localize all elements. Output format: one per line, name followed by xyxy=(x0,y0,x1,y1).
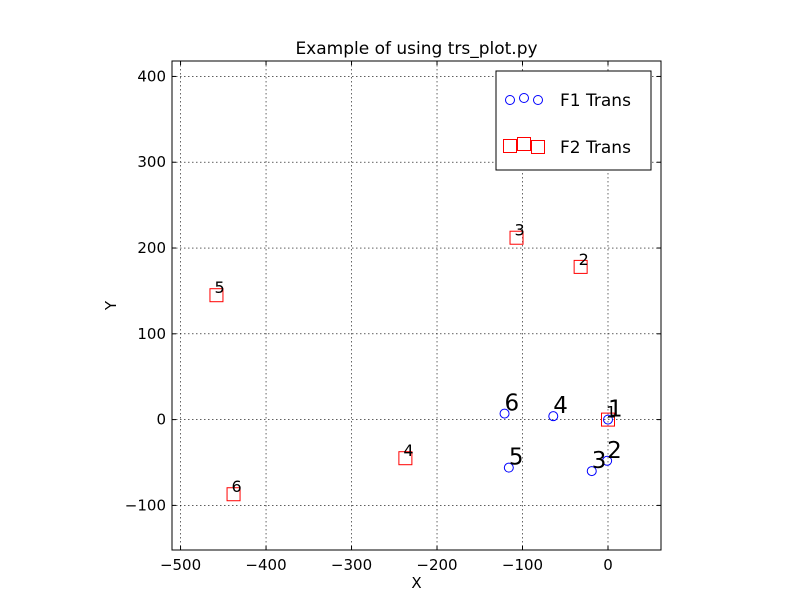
legend-label: F2 Trans xyxy=(560,138,631,158)
point-label: 4 xyxy=(403,441,413,460)
point-label: 1 xyxy=(608,397,623,423)
data-point-square xyxy=(398,451,413,466)
legend-marker xyxy=(503,139,517,153)
data-point-circle xyxy=(602,414,613,425)
plot-frame xyxy=(171,60,662,551)
data-markers xyxy=(209,230,615,502)
legend-box xyxy=(495,70,652,171)
data-point-circle xyxy=(548,411,559,422)
y-tick-label: 200 xyxy=(137,239,166,257)
legend: F1 Trans F2 Trans xyxy=(495,70,652,171)
data-point-square xyxy=(509,230,524,245)
legend-marker xyxy=(531,140,545,154)
x-tick-label: −400 xyxy=(245,556,286,574)
point-label: 3 xyxy=(515,221,525,240)
data-point-circle xyxy=(586,466,597,477)
grid xyxy=(172,61,661,550)
y-tick-label: 400 xyxy=(137,67,166,85)
legend-marker xyxy=(517,137,531,151)
x-tick-label: −500 xyxy=(160,556,201,574)
y-axis-label: Y xyxy=(102,300,120,311)
data-point-circle xyxy=(602,455,613,466)
point-label: 5 xyxy=(214,278,224,297)
x-tick-label: −200 xyxy=(416,556,457,574)
data-point-square xyxy=(209,288,224,303)
point-label: 1 xyxy=(606,403,616,422)
point-label: 6 xyxy=(505,391,520,417)
y-tick-label: −100 xyxy=(125,496,166,514)
legend-marker xyxy=(505,95,515,105)
data-point-square xyxy=(573,259,588,274)
data-point-square xyxy=(226,487,241,502)
y-tick-label: 0 xyxy=(156,411,166,429)
x-tick-label: −100 xyxy=(502,556,543,574)
y-tick-label: 300 xyxy=(137,153,166,171)
axis-ticks: −500 −400 −300 −200 −100 0 −100 0 100 200 300 400 xyxy=(125,61,661,574)
data-point-square xyxy=(600,412,615,427)
y-tick-label: 100 xyxy=(137,325,166,343)
data-point-circle xyxy=(499,408,510,419)
legend-marker xyxy=(533,95,543,105)
point-label: 3 xyxy=(592,448,607,474)
point-label: 5 xyxy=(509,445,524,471)
chart-title: Example of using trs_plot.py xyxy=(295,39,537,59)
x-tick-label: −300 xyxy=(331,556,372,574)
x-tick-label: 0 xyxy=(603,556,613,574)
data-point-circle xyxy=(503,462,514,473)
legend-label: F1 Trans xyxy=(560,91,631,111)
point-label: 2 xyxy=(607,438,622,464)
point-label: 4 xyxy=(553,393,568,419)
point-label: 2 xyxy=(579,250,589,269)
legend-marker xyxy=(519,93,529,103)
point-label: 6 xyxy=(232,477,242,496)
x-axis-label: X xyxy=(411,574,421,592)
